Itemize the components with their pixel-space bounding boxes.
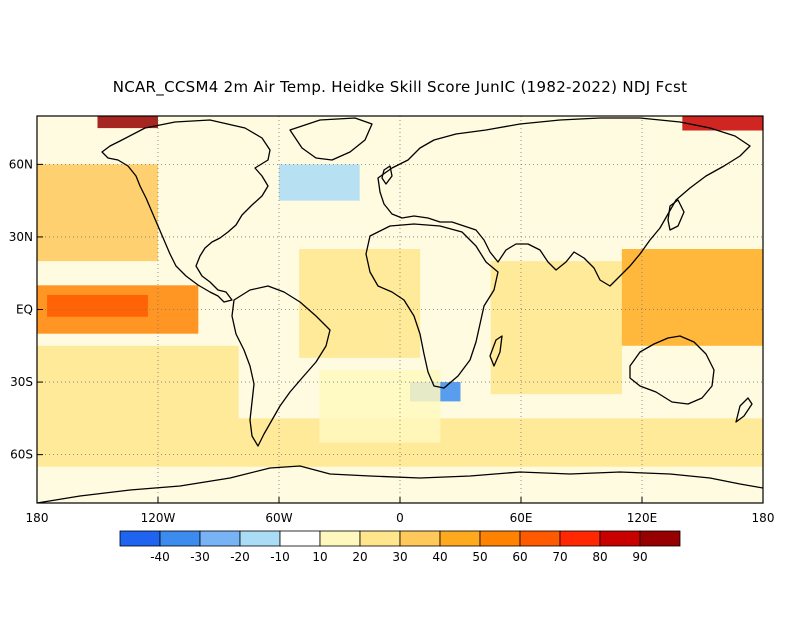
lat-tick-label-3: 30S	[10, 375, 33, 389]
lon-tick-label-5: 120E	[627, 511, 658, 525]
latitude-axis: 60N 30N EQ 30S 60S	[9, 157, 43, 462]
region-9	[682, 116, 763, 131]
colorbar-label-8: 50	[472, 550, 487, 564]
coast-south-america	[231, 285, 331, 447]
colorbar-label-0: -40	[150, 550, 170, 564]
lat-tick-label-2: EQ	[16, 303, 33, 317]
coast-eurasia	[377, 117, 751, 287]
gridlines	[37, 116, 763, 503]
colorbar-label-11: 80	[592, 550, 607, 564]
region-2	[37, 164, 158, 262]
region-8	[97, 116, 158, 129]
coast-japan	[667, 199, 685, 231]
colorbar-label-10: 70	[552, 550, 567, 564]
colorbar-label-9: 60	[512, 550, 527, 564]
colorbar-swatch-10	[519, 530, 561, 547]
colorbar-label-12: 90	[632, 550, 647, 564]
lon-tick-label-4: 60E	[510, 511, 533, 525]
colorbar-swatch-12	[599, 530, 641, 547]
colorbar: -40 -30 -20 -10 10 20 30 40 50 60 70 80 90	[119, 530, 681, 564]
colorbar-label-6: 30	[392, 550, 407, 564]
coast-australia	[629, 335, 715, 405]
colorbar-swatch-9	[479, 530, 521, 547]
colorbar-swatch-7	[399, 530, 441, 547]
lon-tick-label-6: 180	[752, 511, 775, 525]
coast-north-america	[101, 119, 271, 303]
region-6	[621, 249, 763, 346]
colorbar-swatch-8	[439, 530, 481, 547]
colorbar-label-7: 40	[432, 550, 447, 564]
colorbar-label-4: 10	[312, 550, 327, 564]
colorbar-swatch-1	[159, 530, 201, 547]
colorbar-swatch-0	[119, 530, 161, 547]
colorbar-swatch-11	[559, 530, 601, 547]
colorbar-swatch-4	[279, 530, 321, 547]
lon-tick-label-3: 0	[396, 511, 404, 525]
colorbar-swatch-2	[199, 530, 241, 547]
colorbar-label-1: -30	[190, 550, 210, 564]
coast-africa	[365, 223, 499, 389]
coastlines	[37, 117, 763, 503]
coast-greenland	[289, 117, 373, 161]
coast-antarctica	[37, 465, 763, 503]
colorbar-swatch-5	[319, 530, 361, 547]
region-5	[490, 261, 622, 395]
lon-tick-label-1: 120W	[141, 511, 176, 525]
coast-new-zealand	[735, 397, 753, 423]
lat-tick-label-1: 30N	[9, 230, 33, 244]
coast-madagascar	[489, 335, 503, 367]
chart-title: NCAR_CCSM4 2m Air Temp. Heidke Skill Sco…	[112, 78, 688, 96]
colorbar-label-3: -10	[270, 550, 290, 564]
region-11	[279, 164, 360, 201]
region-4	[299, 249, 421, 358]
lat-tick-label-4: 60S	[10, 448, 33, 462]
lon-tick-label-2: 60W	[265, 511, 292, 525]
region-12	[319, 369, 441, 443]
colorbar-swatch-13	[639, 530, 681, 547]
coast-british-isles	[381, 165, 393, 185]
colorbar-label-5: 20	[352, 550, 367, 564]
map-plot-area	[37, 116, 763, 503]
longitude-axis: 180 120W 60W 0 60E 120E 180	[26, 497, 775, 525]
colorbar-swatch-3	[239, 530, 281, 547]
colorbar-swatch-6	[359, 530, 401, 547]
colorbar-label-2: -20	[230, 550, 250, 564]
lat-tick-label-0: 60N	[9, 157, 33, 171]
lon-tick-label-0: 180	[26, 511, 49, 525]
region-1	[47, 294, 148, 317]
